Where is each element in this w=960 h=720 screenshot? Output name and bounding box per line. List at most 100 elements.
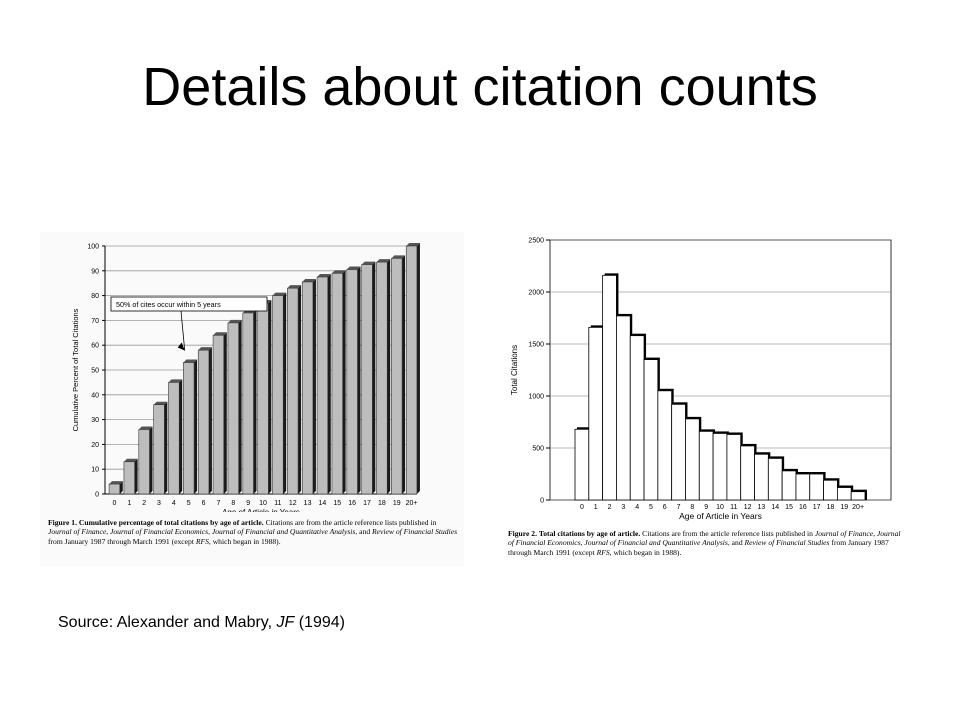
x-tick-label: 7 xyxy=(216,500,220,507)
bar-side xyxy=(342,270,346,494)
source-year: (1994) xyxy=(294,614,345,631)
bar xyxy=(754,453,769,501)
x-tick-label: 1 xyxy=(127,500,131,507)
x-tick-label: 17 xyxy=(813,504,821,511)
bar xyxy=(795,473,811,501)
caption-journals: Journal of Finance, Journal of Financial… xyxy=(508,529,901,548)
caption-journal-abbrev: RFS xyxy=(596,547,610,557)
bar xyxy=(391,258,403,495)
bar-top xyxy=(302,278,316,282)
bar xyxy=(123,461,135,495)
caption-text: Citations are from the article reference… xyxy=(263,518,437,527)
bar xyxy=(685,418,700,501)
bar-top xyxy=(272,292,287,296)
bar xyxy=(602,274,617,501)
x-tick-label: 8 xyxy=(231,500,235,507)
bar xyxy=(405,245,418,495)
x-tick-label: 18 xyxy=(827,504,835,511)
y-tick-label: 40 xyxy=(91,392,99,399)
bar-side xyxy=(327,274,331,494)
x-tick-label: 4 xyxy=(635,504,639,511)
x-tick-label: 3 xyxy=(621,504,625,511)
figure-2-caption: Figure 2. Total citations by age of arti… xyxy=(508,529,905,557)
y-tick-label: 2500 xyxy=(528,238,544,245)
figure-2-panel: 0 500 1000 1500 2000 2500 0 1 2 3 4 5 6 7 8 9 10 11 12 13 14… xyxy=(505,232,905,577)
bar-side xyxy=(268,300,272,494)
x-tick-label: 12 xyxy=(289,500,297,507)
caption-text: , which began in 1988). xyxy=(609,547,682,557)
x-tick-label: 9 xyxy=(246,500,250,507)
y-tick-label: 30 xyxy=(91,417,99,424)
x-tick-label: 11 xyxy=(730,504,737,511)
bar-side xyxy=(134,458,138,494)
figure-1-caption: Figure 1. Cumulative percentage of total… xyxy=(48,518,458,546)
x-tick-label: 13 xyxy=(304,500,312,507)
x-tick-label: 0 xyxy=(580,504,584,511)
bar-side xyxy=(312,278,316,494)
figure-1-panel: 0 10 20 30 40 50 60 70 80 90 100 0 1 2 3 4 5 6 7 8 9 10 11 12 13… xyxy=(40,232,464,566)
bar xyxy=(168,382,180,495)
caption-journal-abbrev: RFS xyxy=(195,536,209,546)
bar xyxy=(671,403,686,501)
bar-side xyxy=(283,292,287,494)
y-tick-label: 70 xyxy=(91,318,99,325)
bar-top xyxy=(213,332,227,336)
bar-top xyxy=(227,319,242,323)
caption-text: from January 1987 through March 1991 (ex… xyxy=(48,536,196,546)
source-journal: JF xyxy=(276,614,295,631)
figure-2-caption-label: Figure 2. xyxy=(508,529,537,538)
bar-top xyxy=(109,481,123,485)
bar-side xyxy=(238,319,242,494)
bar xyxy=(836,487,852,501)
x-tick-label: 10 xyxy=(716,504,724,511)
source-text: Source: Alexander and Mabry, xyxy=(58,614,277,631)
y-tick-label: 90 xyxy=(91,268,99,275)
figure-1-caption-title: Cumulative percentage of total citations… xyxy=(78,518,264,527)
caption-text: from January 1987 through March 1991 (ex… xyxy=(508,538,889,557)
caption-journal: Review of Financial Studies xyxy=(372,527,458,537)
bar-top xyxy=(406,243,420,246)
bar-top xyxy=(153,401,168,405)
bar xyxy=(257,302,269,495)
bar-top xyxy=(168,379,183,383)
bar-side xyxy=(253,309,257,494)
caption-journals: Journal of Finance, Journal of Financial… xyxy=(48,527,358,537)
x-tick-label: 3 xyxy=(157,500,161,507)
bar-top xyxy=(183,359,198,363)
x-tick-label: 6 xyxy=(663,504,667,511)
x-tick-label: 20+ xyxy=(406,500,418,507)
x-tick-label: 7 xyxy=(677,504,681,511)
y-axis-label: Cumulative Percent of Total Citations xyxy=(71,308,80,431)
slide-title: Details about citation counts xyxy=(142,57,818,117)
bar-side xyxy=(149,426,153,494)
bar xyxy=(740,445,755,501)
y-tick-label: 80 xyxy=(91,293,99,300)
bar-side xyxy=(223,332,227,494)
bar xyxy=(361,264,373,495)
x-tick-label: 16 xyxy=(348,500,356,507)
bar xyxy=(616,315,631,501)
y-tick-label: 2000 xyxy=(528,290,544,297)
bar xyxy=(767,457,783,501)
x-axis-label: Age of Article in Years xyxy=(679,511,762,521)
x-tick-label: 1 xyxy=(594,504,598,511)
bar-top xyxy=(198,347,212,351)
bar-side xyxy=(357,266,361,494)
bar xyxy=(108,483,121,495)
x-tick-label: 5 xyxy=(649,504,653,511)
y-axis-label: Total Citations xyxy=(510,345,519,395)
bar xyxy=(272,295,284,495)
x-tick-label: 18 xyxy=(378,500,386,507)
figure-1-caption-label: Figure 1. xyxy=(48,518,77,527)
bar-top xyxy=(123,458,138,462)
bar xyxy=(287,287,299,495)
bar xyxy=(657,390,673,501)
x-tick-label: 13 xyxy=(758,504,766,511)
x-tick-label: 14 xyxy=(319,500,327,507)
bar xyxy=(301,281,314,495)
y-tick-label: 60 xyxy=(91,343,99,350)
x-tick-label: 2 xyxy=(142,500,146,507)
bar xyxy=(153,404,165,495)
x-tick-label: 19 xyxy=(840,504,848,511)
